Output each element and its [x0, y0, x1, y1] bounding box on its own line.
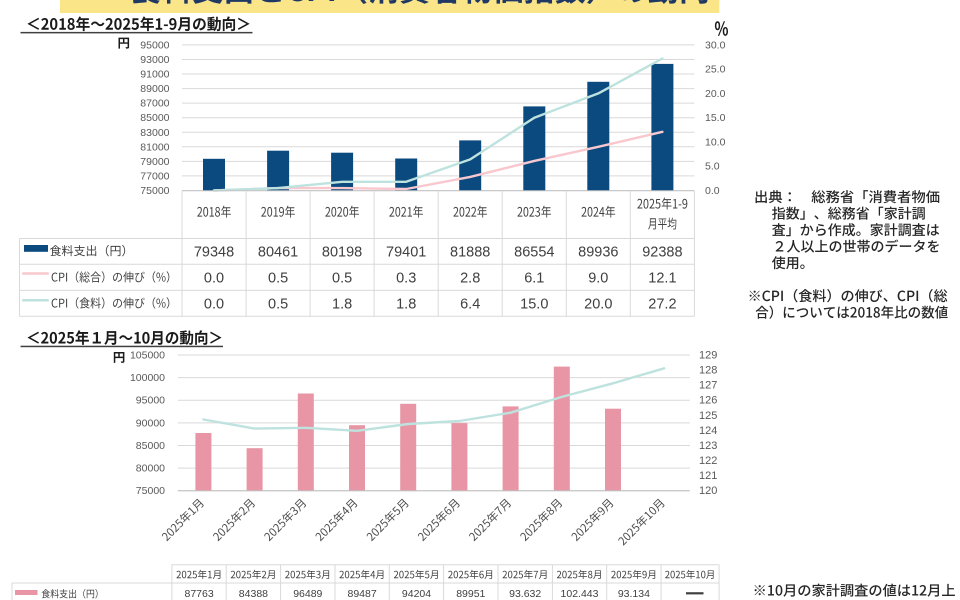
- svg-text:20.0: 20.0: [584, 296, 612, 312]
- svg-text:89936: 89936: [578, 244, 618, 260]
- svg-text:79401: 79401: [386, 244, 426, 260]
- svg-text:120: 120: [699, 485, 717, 497]
- svg-text:91000: 91000: [140, 69, 169, 81]
- svg-text:93.632: 93.632: [509, 588, 541, 600]
- svg-text:20.0: 20.0: [705, 88, 726, 100]
- svg-text:102.443: 102.443: [561, 588, 599, 600]
- svg-text:0.0: 0.0: [705, 185, 720, 197]
- svg-text:125: 125: [699, 410, 717, 422]
- svg-text:80000: 80000: [136, 463, 165, 475]
- svg-text:129: 129: [699, 350, 717, 362]
- svg-text:1.8: 1.8: [396, 296, 416, 312]
- svg-text:124: 124: [699, 425, 717, 437]
- svg-text:79000: 79000: [140, 156, 169, 168]
- svg-text:123: 123: [699, 440, 717, 452]
- svg-text:0.0: 0.0: [204, 296, 224, 312]
- svg-text:92388: 92388: [642, 244, 682, 260]
- svg-text:100000: 100000: [130, 372, 165, 384]
- svg-text:96489: 96489: [293, 588, 322, 600]
- svg-text:95000: 95000: [140, 39, 169, 51]
- svg-text:85000: 85000: [136, 440, 165, 452]
- svg-text:0.3: 0.3: [396, 270, 416, 286]
- svg-text:83000: 83000: [140, 127, 169, 139]
- svg-text:122: 122: [699, 455, 717, 467]
- svg-text:81000: 81000: [140, 141, 169, 153]
- svg-text:0.5: 0.5: [268, 270, 288, 286]
- svg-text:12.1: 12.1: [648, 270, 676, 286]
- svg-text:15.0: 15.0: [520, 296, 548, 312]
- svg-text:75000: 75000: [140, 185, 169, 197]
- svg-text:87763: 87763: [184, 588, 213, 600]
- svg-text:86554: 86554: [514, 244, 554, 260]
- svg-text:80461: 80461: [258, 244, 298, 260]
- svg-text:121: 121: [699, 470, 717, 482]
- svg-text:81888: 81888: [450, 244, 490, 260]
- svg-text:77000: 77000: [140, 170, 169, 182]
- svg-text:0.0: 0.0: [204, 270, 224, 286]
- svg-text:6.4: 6.4: [460, 296, 480, 312]
- svg-text:93000: 93000: [140, 54, 169, 66]
- svg-text:80198: 80198: [322, 244, 362, 260]
- svg-text:95000: 95000: [136, 395, 165, 407]
- svg-text:1.8: 1.8: [332, 296, 352, 312]
- svg-text:25.0: 25.0: [705, 64, 726, 76]
- svg-text:5.0: 5.0: [705, 161, 720, 173]
- svg-text:89951: 89951: [456, 588, 485, 600]
- svg-text:85000: 85000: [140, 112, 169, 124]
- svg-text:89000: 89000: [140, 83, 169, 95]
- svg-text:9.0: 9.0: [588, 270, 608, 286]
- svg-text:79348: 79348: [194, 244, 234, 260]
- svg-text:126: 126: [699, 395, 717, 407]
- svg-text:94204: 94204: [402, 588, 431, 600]
- svg-text:90000: 90000: [136, 417, 165, 429]
- svg-text:6.1: 6.1: [524, 270, 544, 286]
- svg-text:2.8: 2.8: [460, 270, 480, 286]
- svg-text:87000: 87000: [140, 98, 169, 110]
- svg-text:75000: 75000: [136, 485, 165, 497]
- svg-text:27.2: 27.2: [648, 296, 676, 312]
- svg-text:84388: 84388: [239, 588, 268, 600]
- svg-text:10.0: 10.0: [705, 137, 726, 149]
- svg-text:0.5: 0.5: [268, 296, 288, 312]
- svg-text:127: 127: [699, 380, 717, 392]
- svg-text:105000: 105000: [130, 350, 165, 362]
- svg-text:128: 128: [699, 365, 717, 377]
- svg-text:93.134: 93.134: [618, 588, 650, 600]
- svg-text:15.0: 15.0: [705, 112, 726, 124]
- svg-text:30.0: 30.0: [705, 39, 726, 51]
- svg-text:0.5: 0.5: [332, 270, 352, 286]
- svg-text:89487: 89487: [347, 588, 376, 600]
